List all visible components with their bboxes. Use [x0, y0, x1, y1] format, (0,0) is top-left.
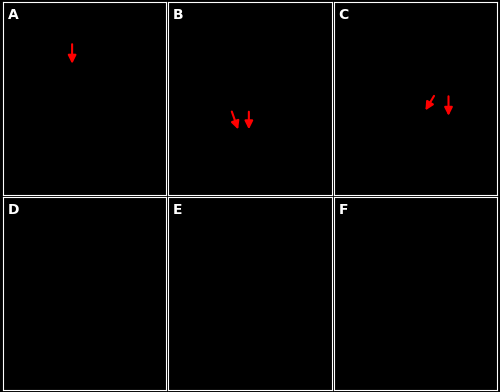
Text: D: D [8, 203, 20, 216]
Text: A: A [8, 8, 18, 22]
Text: B: B [173, 8, 184, 22]
Text: F: F [338, 203, 348, 216]
Text: C: C [338, 8, 349, 22]
Text: E: E [173, 203, 182, 216]
